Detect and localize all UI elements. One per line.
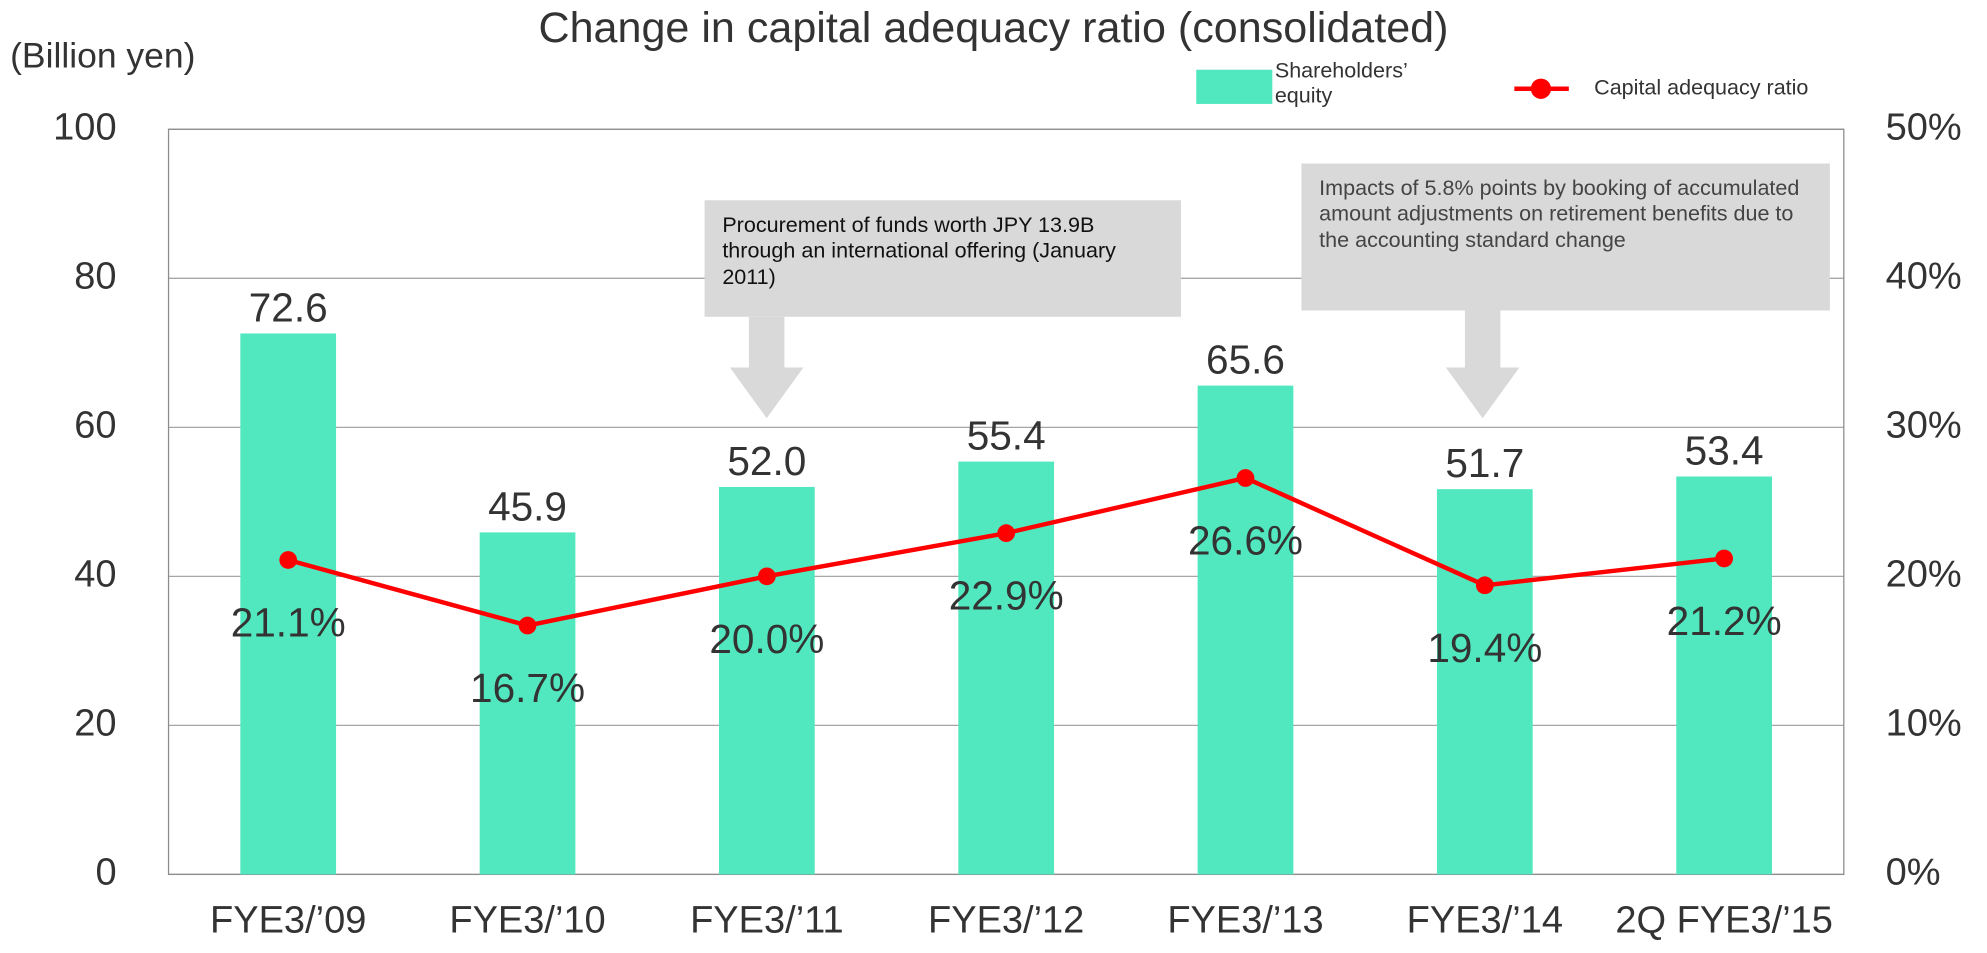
ratio-value-label: 21.2% [1667, 598, 1782, 644]
annotation: Procurement of funds worth JPY 13.9B thr… [722, 212, 1116, 289]
annotation-box [1301, 163, 1830, 311]
legend-marker [1530, 78, 1552, 99]
bar-value-label: 51.7 [1445, 440, 1524, 486]
legend-label: Capital adequacy ratio [1594, 75, 1808, 99]
ratio-point [997, 524, 1016, 543]
ratio-point [518, 616, 537, 635]
x-tick-label: FYE3/’12 [928, 900, 1084, 942]
annotation-text: Impacts of 5.8% points by booking of acc… [1319, 176, 1800, 252]
y2-tick-label: 20% [1886, 553, 1962, 595]
y2-tick-label: 30% [1886, 404, 1962, 446]
bar-value-label: 53.4 [1685, 427, 1764, 473]
bar [1676, 476, 1773, 875]
bar-value-label: 65.6 [1206, 337, 1285, 383]
y-tick-label: 80 [74, 255, 116, 297]
ratio-point [1715, 549, 1734, 568]
legend-label: Shareholders’ equity [1274, 58, 1407, 109]
ratio-point [757, 567, 776, 586]
bar [1197, 385, 1294, 875]
annotation: Impacts of 5.8% points by booking of acc… [1319, 176, 1800, 252]
ratio-value-label: 19.4% [1427, 625, 1542, 671]
bar [718, 486, 815, 875]
ratio-value-label: 21.1% [231, 600, 346, 646]
y2-tick-label: 50% [1886, 106, 1962, 148]
bar-value-label: 45.9 [488, 483, 567, 529]
x-tick-label: FYE3/’11 [690, 900, 843, 942]
x-tick-label: FYE3/’14 [1407, 900, 1563, 942]
ratio-point [279, 551, 298, 569]
bar [1436, 489, 1533, 875]
bar-value-label: 55.4 [967, 413, 1046, 459]
chart-title: Change in capital adequacy ratio (consol… [538, 4, 1448, 52]
y-tick-label: 20 [74, 702, 116, 744]
bar [240, 333, 337, 875]
annotation-text: Procurement of funds worth JPY 13.9B thr… [722, 212, 1116, 289]
x-tick-label: FYE3/’13 [1167, 900, 1323, 942]
legend-swatch [1196, 69, 1273, 104]
ratio-value-label: 26.6% [1188, 518, 1303, 564]
y-axis-label: (Billion yen) [10, 36, 195, 76]
y-tick-label: 100 [53, 106, 116, 148]
y-tick-label: 60 [74, 404, 116, 446]
bar-value-label: 72.6 [249, 284, 328, 330]
legend-entry: Shareholders’ equity [1274, 58, 1407, 109]
annotation-arrow [729, 316, 804, 419]
ratio-value-label: 20.0% [709, 616, 824, 662]
ratio-point [1475, 576, 1494, 595]
y-tick-label: 0 [95, 851, 116, 893]
annotation-arrow [1445, 310, 1520, 419]
x-tick-label: FYE3/’10 [449, 900, 605, 942]
ratio-value-label: 16.7% [470, 665, 585, 711]
y-tick-label: 40 [74, 553, 116, 595]
x-tick-label: FYE3/’09 [210, 900, 366, 942]
bar-value-label: 52.0 [727, 438, 806, 484]
bar [479, 532, 576, 875]
annotation-box [704, 200, 1182, 317]
y2-tick-label: 0% [1886, 851, 1941, 893]
ratio-value-label: 22.9% [949, 573, 1064, 619]
x-tick-label: 2Q FYE3/’15 [1615, 900, 1833, 942]
ratio-point [1236, 469, 1255, 487]
y2-tick-label: 40% [1886, 255, 1962, 297]
y2-tick-label: 10% [1886, 702, 1962, 744]
